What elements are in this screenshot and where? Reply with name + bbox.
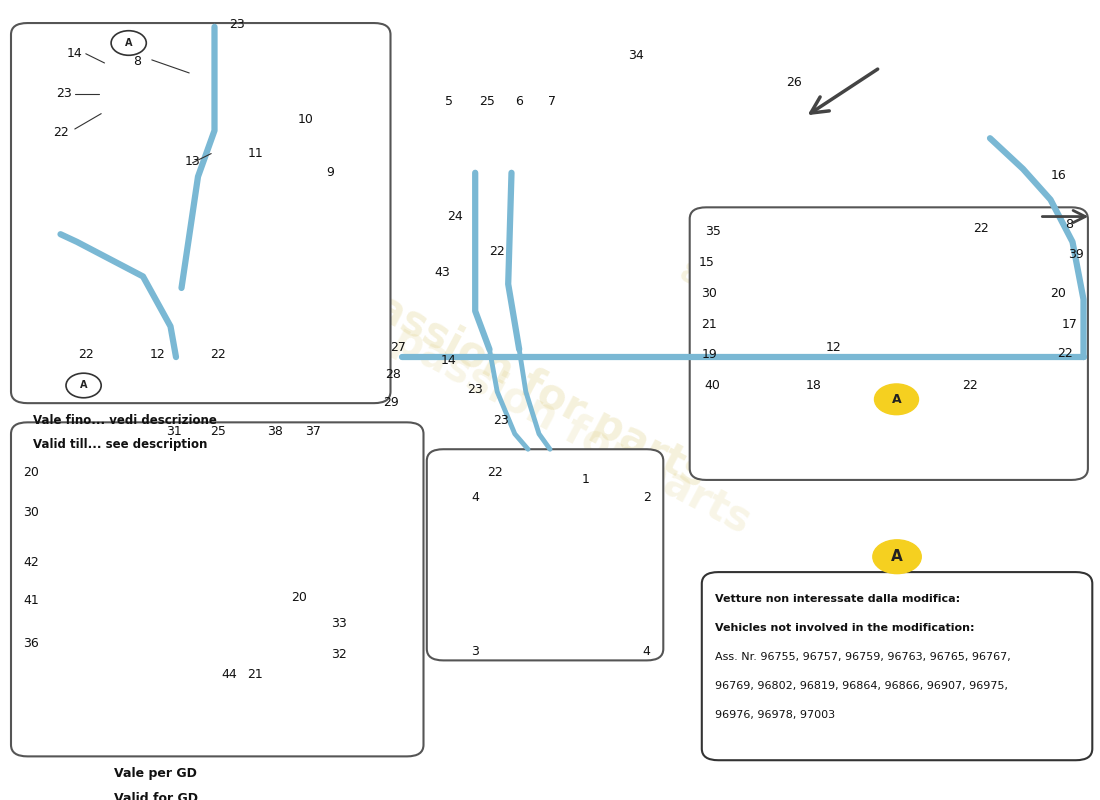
- Text: 15: 15: [698, 256, 714, 269]
- Text: 22: 22: [487, 466, 503, 478]
- Text: 37: 37: [306, 425, 321, 438]
- FancyBboxPatch shape: [11, 23, 390, 403]
- Text: A: A: [80, 381, 87, 390]
- Text: 40: 40: [705, 379, 720, 392]
- Text: 29: 29: [383, 396, 398, 409]
- Text: 35: 35: [705, 226, 720, 238]
- Text: 32: 32: [331, 648, 346, 661]
- Text: 22: 22: [53, 126, 68, 138]
- Text: 1: 1: [581, 474, 590, 486]
- Text: 25: 25: [210, 425, 225, 438]
- Text: A: A: [892, 393, 901, 406]
- Text: 22: 22: [490, 246, 505, 258]
- Text: 14: 14: [67, 47, 82, 60]
- Text: 7: 7: [548, 95, 557, 108]
- Text: 34: 34: [628, 49, 643, 62]
- Text: 41: 41: [23, 594, 38, 607]
- Text: 14: 14: [441, 354, 456, 367]
- Text: Ass. Nr. 96755, 96757, 96759, 96763, 96765, 96767,: Ass. Nr. 96755, 96757, 96759, 96763, 967…: [715, 652, 1011, 662]
- Text: 17: 17: [1062, 318, 1077, 330]
- Text: 20: 20: [1050, 287, 1066, 300]
- Text: 12: 12: [150, 348, 165, 362]
- Text: 16: 16: [1050, 169, 1066, 182]
- Text: 27: 27: [390, 341, 406, 354]
- Text: 4: 4: [471, 491, 480, 504]
- Text: 5: 5: [444, 95, 453, 108]
- Text: 22: 22: [962, 379, 978, 392]
- Text: 6: 6: [515, 95, 524, 108]
- Text: 36: 36: [23, 637, 38, 650]
- Text: 42: 42: [23, 556, 38, 569]
- FancyBboxPatch shape: [427, 450, 663, 660]
- FancyBboxPatch shape: [690, 207, 1088, 480]
- Text: 24: 24: [448, 210, 463, 223]
- Text: 23: 23: [56, 87, 72, 100]
- Text: 86091700: 86091700: [673, 258, 823, 356]
- Text: 21: 21: [248, 668, 263, 681]
- Text: 30: 30: [23, 506, 38, 519]
- Text: passion for parts: passion for parts: [342, 272, 714, 496]
- Text: 22: 22: [974, 222, 989, 235]
- Text: 30: 30: [702, 287, 717, 300]
- Text: Vetture non interessate dalla modifica:: Vetture non interessate dalla modifica:: [715, 594, 960, 603]
- Text: 23: 23: [493, 414, 508, 426]
- Text: 20: 20: [23, 466, 38, 478]
- Text: A: A: [125, 38, 132, 48]
- Text: 96769, 96802, 96819, 96864, 96866, 96907, 96975,: 96769, 96802, 96819, 96864, 96866, 96907…: [715, 681, 1008, 691]
- Circle shape: [111, 30, 146, 55]
- Text: Vehicles not involved in the modification:: Vehicles not involved in the modificatio…: [715, 622, 975, 633]
- Text: 4: 4: [642, 645, 651, 658]
- Text: 22: 22: [1057, 346, 1072, 360]
- Text: 33: 33: [331, 617, 346, 630]
- Text: 21: 21: [702, 318, 717, 330]
- Text: Valid till... see description: Valid till... see description: [33, 438, 208, 451]
- Text: 22: 22: [210, 348, 225, 362]
- Text: 9: 9: [326, 166, 334, 179]
- Text: 96976, 96978, 97003: 96976, 96978, 97003: [715, 710, 835, 720]
- Text: passion for parts: passion for parts: [386, 318, 758, 542]
- Text: 18: 18: [806, 379, 822, 392]
- Text: 8: 8: [1065, 218, 1074, 230]
- Text: 25: 25: [480, 95, 495, 108]
- Text: 28: 28: [385, 368, 400, 382]
- Text: 3: 3: [471, 645, 480, 658]
- Text: 22: 22: [78, 348, 94, 362]
- Text: Vale fino... vedi descrizione: Vale fino... vedi descrizione: [33, 414, 217, 427]
- Text: 13: 13: [185, 154, 200, 168]
- Text: 19: 19: [702, 348, 717, 362]
- Text: 44: 44: [221, 668, 236, 681]
- Text: 38: 38: [267, 425, 283, 438]
- Text: 12: 12: [826, 341, 842, 354]
- Circle shape: [874, 384, 918, 414]
- Text: 11: 11: [248, 147, 263, 160]
- Text: A: A: [891, 550, 903, 564]
- Text: 43: 43: [434, 266, 450, 279]
- Text: 26: 26: [786, 77, 802, 90]
- Text: Vale per GD: Vale per GD: [114, 767, 197, 780]
- FancyBboxPatch shape: [11, 422, 424, 756]
- Text: 10: 10: [298, 113, 314, 126]
- FancyBboxPatch shape: [702, 572, 1092, 760]
- Circle shape: [66, 374, 101, 398]
- Text: 23: 23: [229, 18, 244, 31]
- Circle shape: [872, 540, 922, 574]
- Text: Valid for GD: Valid for GD: [114, 792, 198, 800]
- Text: 8: 8: [133, 55, 142, 68]
- Text: 31: 31: [166, 425, 182, 438]
- Text: 39: 39: [1068, 249, 1084, 262]
- Text: 23: 23: [468, 383, 483, 396]
- Text: 2: 2: [642, 491, 651, 504]
- Text: 20: 20: [292, 591, 307, 604]
